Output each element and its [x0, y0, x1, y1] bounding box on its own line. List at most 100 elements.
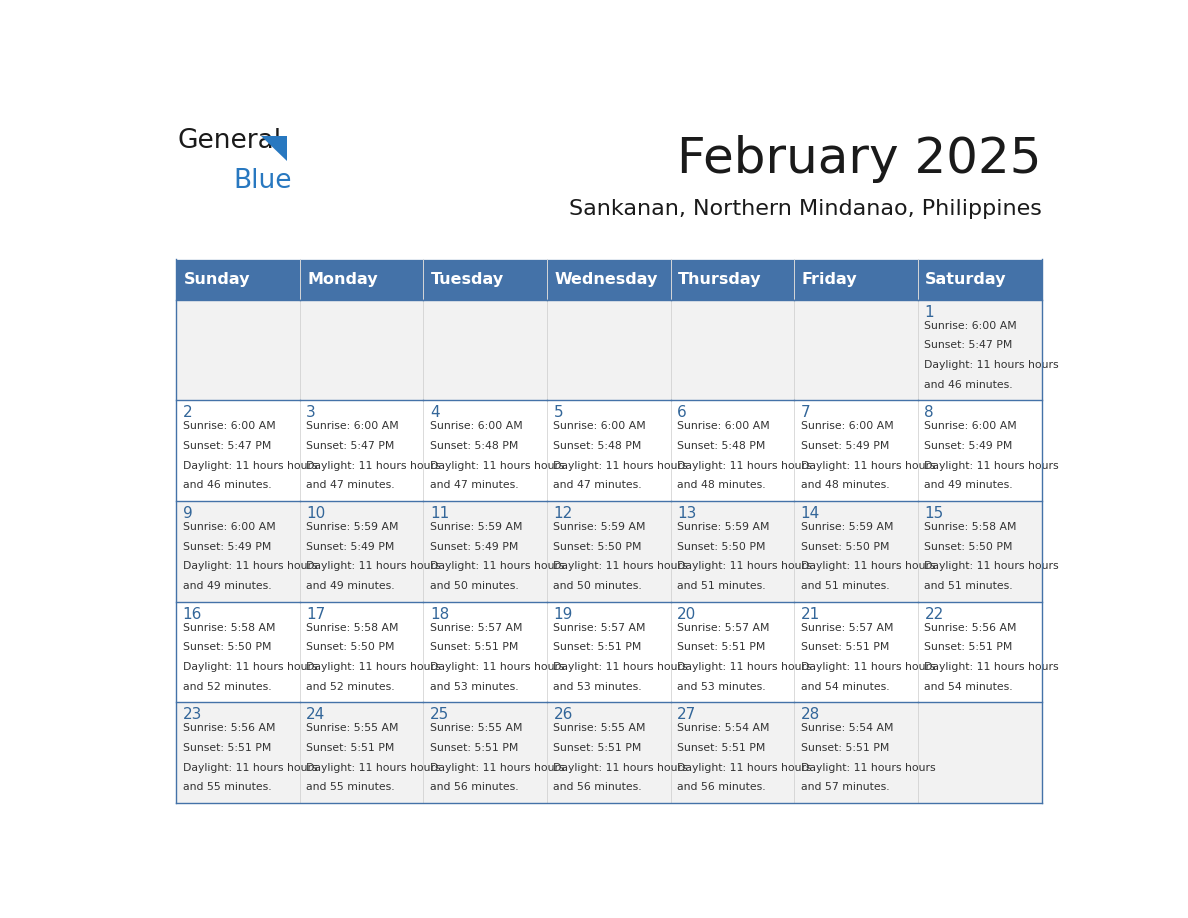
Text: Sunset: 5:50 PM: Sunset: 5:50 PM — [677, 542, 765, 552]
Text: and 49 minutes.: and 49 minutes. — [183, 581, 271, 591]
Text: Sankanan, Northern Mindanao, Philippines: Sankanan, Northern Mindanao, Philippines — [569, 198, 1042, 218]
Text: and 50 minutes.: and 50 minutes. — [430, 581, 519, 591]
Text: Daylight: 11 hours hours: Daylight: 11 hours hours — [924, 561, 1059, 571]
Text: Sunset: 5:51 PM: Sunset: 5:51 PM — [307, 743, 394, 753]
Text: Sunset: 5:49 PM: Sunset: 5:49 PM — [924, 441, 1012, 451]
Text: Thursday: Thursday — [678, 272, 762, 286]
Text: Daylight: 11 hours hours: Daylight: 11 hours hours — [924, 461, 1059, 471]
Text: Sunset: 5:50 PM: Sunset: 5:50 PM — [183, 643, 271, 653]
Text: Sunday: Sunday — [183, 272, 249, 286]
Text: Sunrise: 6:00 AM: Sunrise: 6:00 AM — [307, 421, 399, 431]
Text: and 47 minutes.: and 47 minutes. — [554, 480, 642, 490]
Text: and 53 minutes.: and 53 minutes. — [430, 681, 518, 691]
Text: and 54 minutes.: and 54 minutes. — [924, 681, 1013, 691]
Text: Daylight: 11 hours hours: Daylight: 11 hours hours — [307, 561, 441, 571]
Text: Daylight: 11 hours hours: Daylight: 11 hours hours — [183, 662, 317, 672]
Bar — [671, 299, 795, 400]
Text: and 51 minutes.: and 51 minutes. — [801, 581, 890, 591]
Text: and 56 minutes.: and 56 minutes. — [677, 782, 766, 792]
Text: Sunrise: 5:57 AM: Sunrise: 5:57 AM — [430, 622, 523, 633]
Text: 17: 17 — [307, 607, 326, 621]
Text: Daylight: 11 hours hours: Daylight: 11 hours hours — [183, 561, 317, 571]
Text: 19: 19 — [554, 607, 573, 621]
Text: Sunrise: 6:00 AM: Sunrise: 6:00 AM — [183, 421, 276, 431]
Text: 7: 7 — [801, 405, 810, 420]
Bar — [918, 702, 1042, 803]
Text: Sunrise: 5:58 AM: Sunrise: 5:58 AM — [924, 522, 1017, 532]
Text: Sunrise: 6:00 AM: Sunrise: 6:00 AM — [801, 421, 893, 431]
Text: 23: 23 — [183, 707, 202, 722]
Text: Sunset: 5:51 PM: Sunset: 5:51 PM — [677, 743, 765, 753]
Bar — [176, 400, 299, 501]
Text: Sunset: 5:47 PM: Sunset: 5:47 PM — [924, 341, 1012, 351]
Text: Daylight: 11 hours hours: Daylight: 11 hours hours — [307, 662, 441, 672]
Text: Sunrise: 5:56 AM: Sunrise: 5:56 AM — [924, 622, 1017, 633]
Text: Sunset: 5:51 PM: Sunset: 5:51 PM — [183, 743, 271, 753]
Bar — [423, 400, 546, 501]
Text: Sunrise: 5:55 AM: Sunrise: 5:55 AM — [554, 723, 646, 733]
Polygon shape — [261, 136, 286, 161]
Bar — [176, 601, 299, 702]
Bar — [546, 601, 671, 702]
Text: 24: 24 — [307, 707, 326, 722]
Text: Sunrise: 5:56 AM: Sunrise: 5:56 AM — [183, 723, 276, 733]
Text: Blue: Blue — [233, 168, 292, 194]
Bar — [423, 299, 546, 400]
Bar — [918, 400, 1042, 501]
Text: and 51 minutes.: and 51 minutes. — [677, 581, 766, 591]
Text: 16: 16 — [183, 607, 202, 621]
Text: and 47 minutes.: and 47 minutes. — [307, 480, 394, 490]
Text: Daylight: 11 hours hours: Daylight: 11 hours hours — [183, 763, 317, 773]
Text: Tuesday: Tuesday — [431, 272, 504, 286]
Text: and 51 minutes.: and 51 minutes. — [924, 581, 1013, 591]
Text: Sunrise: 5:55 AM: Sunrise: 5:55 AM — [307, 723, 399, 733]
Text: Wednesday: Wednesday — [555, 272, 658, 286]
Text: 18: 18 — [430, 607, 449, 621]
Text: Sunset: 5:51 PM: Sunset: 5:51 PM — [801, 743, 889, 753]
Text: and 52 minutes.: and 52 minutes. — [183, 681, 271, 691]
Text: Daylight: 11 hours hours: Daylight: 11 hours hours — [801, 561, 935, 571]
Text: Daylight: 11 hours hours: Daylight: 11 hours hours — [430, 763, 564, 773]
Text: Sunset: 5:51 PM: Sunset: 5:51 PM — [554, 643, 642, 653]
Text: and 49 minutes.: and 49 minutes. — [924, 480, 1013, 490]
Bar — [176, 702, 299, 803]
Text: 28: 28 — [801, 707, 820, 722]
Bar — [795, 400, 918, 501]
Bar — [176, 501, 299, 601]
Bar — [671, 400, 795, 501]
Bar — [795, 299, 918, 400]
Text: Sunrise: 6:00 AM: Sunrise: 6:00 AM — [554, 421, 646, 431]
Text: and 53 minutes.: and 53 minutes. — [677, 681, 766, 691]
Text: Sunrise: 6:00 AM: Sunrise: 6:00 AM — [430, 421, 523, 431]
Text: 4: 4 — [430, 405, 440, 420]
Bar — [299, 501, 423, 601]
Text: Sunrise: 5:55 AM: Sunrise: 5:55 AM — [430, 723, 523, 733]
Text: Sunrise: 5:57 AM: Sunrise: 5:57 AM — [801, 622, 893, 633]
Bar — [176, 299, 299, 400]
Text: 9: 9 — [183, 506, 192, 521]
Text: 8: 8 — [924, 405, 934, 420]
Text: and 56 minutes.: and 56 minutes. — [554, 782, 642, 792]
Text: Sunrise: 5:58 AM: Sunrise: 5:58 AM — [307, 622, 399, 633]
Text: Daylight: 11 hours hours: Daylight: 11 hours hours — [677, 461, 811, 471]
Text: Sunrise: 6:00 AM: Sunrise: 6:00 AM — [924, 320, 1017, 330]
Bar — [176, 259, 299, 299]
Text: 22: 22 — [924, 607, 943, 621]
Text: Sunset: 5:51 PM: Sunset: 5:51 PM — [677, 643, 765, 653]
Text: 14: 14 — [801, 506, 820, 521]
Text: Sunrise: 6:00 AM: Sunrise: 6:00 AM — [183, 522, 276, 532]
Text: Daylight: 11 hours hours: Daylight: 11 hours hours — [183, 461, 317, 471]
Text: 6: 6 — [677, 405, 687, 420]
Text: Sunset: 5:50 PM: Sunset: 5:50 PM — [307, 643, 394, 653]
Text: Daylight: 11 hours hours: Daylight: 11 hours hours — [801, 461, 935, 471]
Text: Daylight: 11 hours hours: Daylight: 11 hours hours — [554, 763, 688, 773]
Text: Sunset: 5:50 PM: Sunset: 5:50 PM — [801, 542, 890, 552]
Text: 15: 15 — [924, 506, 943, 521]
Bar — [546, 259, 671, 299]
Text: and 55 minutes.: and 55 minutes. — [307, 782, 394, 792]
Bar — [918, 259, 1042, 299]
Text: Friday: Friday — [802, 272, 858, 286]
Text: Sunset: 5:47 PM: Sunset: 5:47 PM — [183, 441, 271, 451]
Text: Monday: Monday — [308, 272, 378, 286]
Text: Sunset: 5:48 PM: Sunset: 5:48 PM — [677, 441, 765, 451]
